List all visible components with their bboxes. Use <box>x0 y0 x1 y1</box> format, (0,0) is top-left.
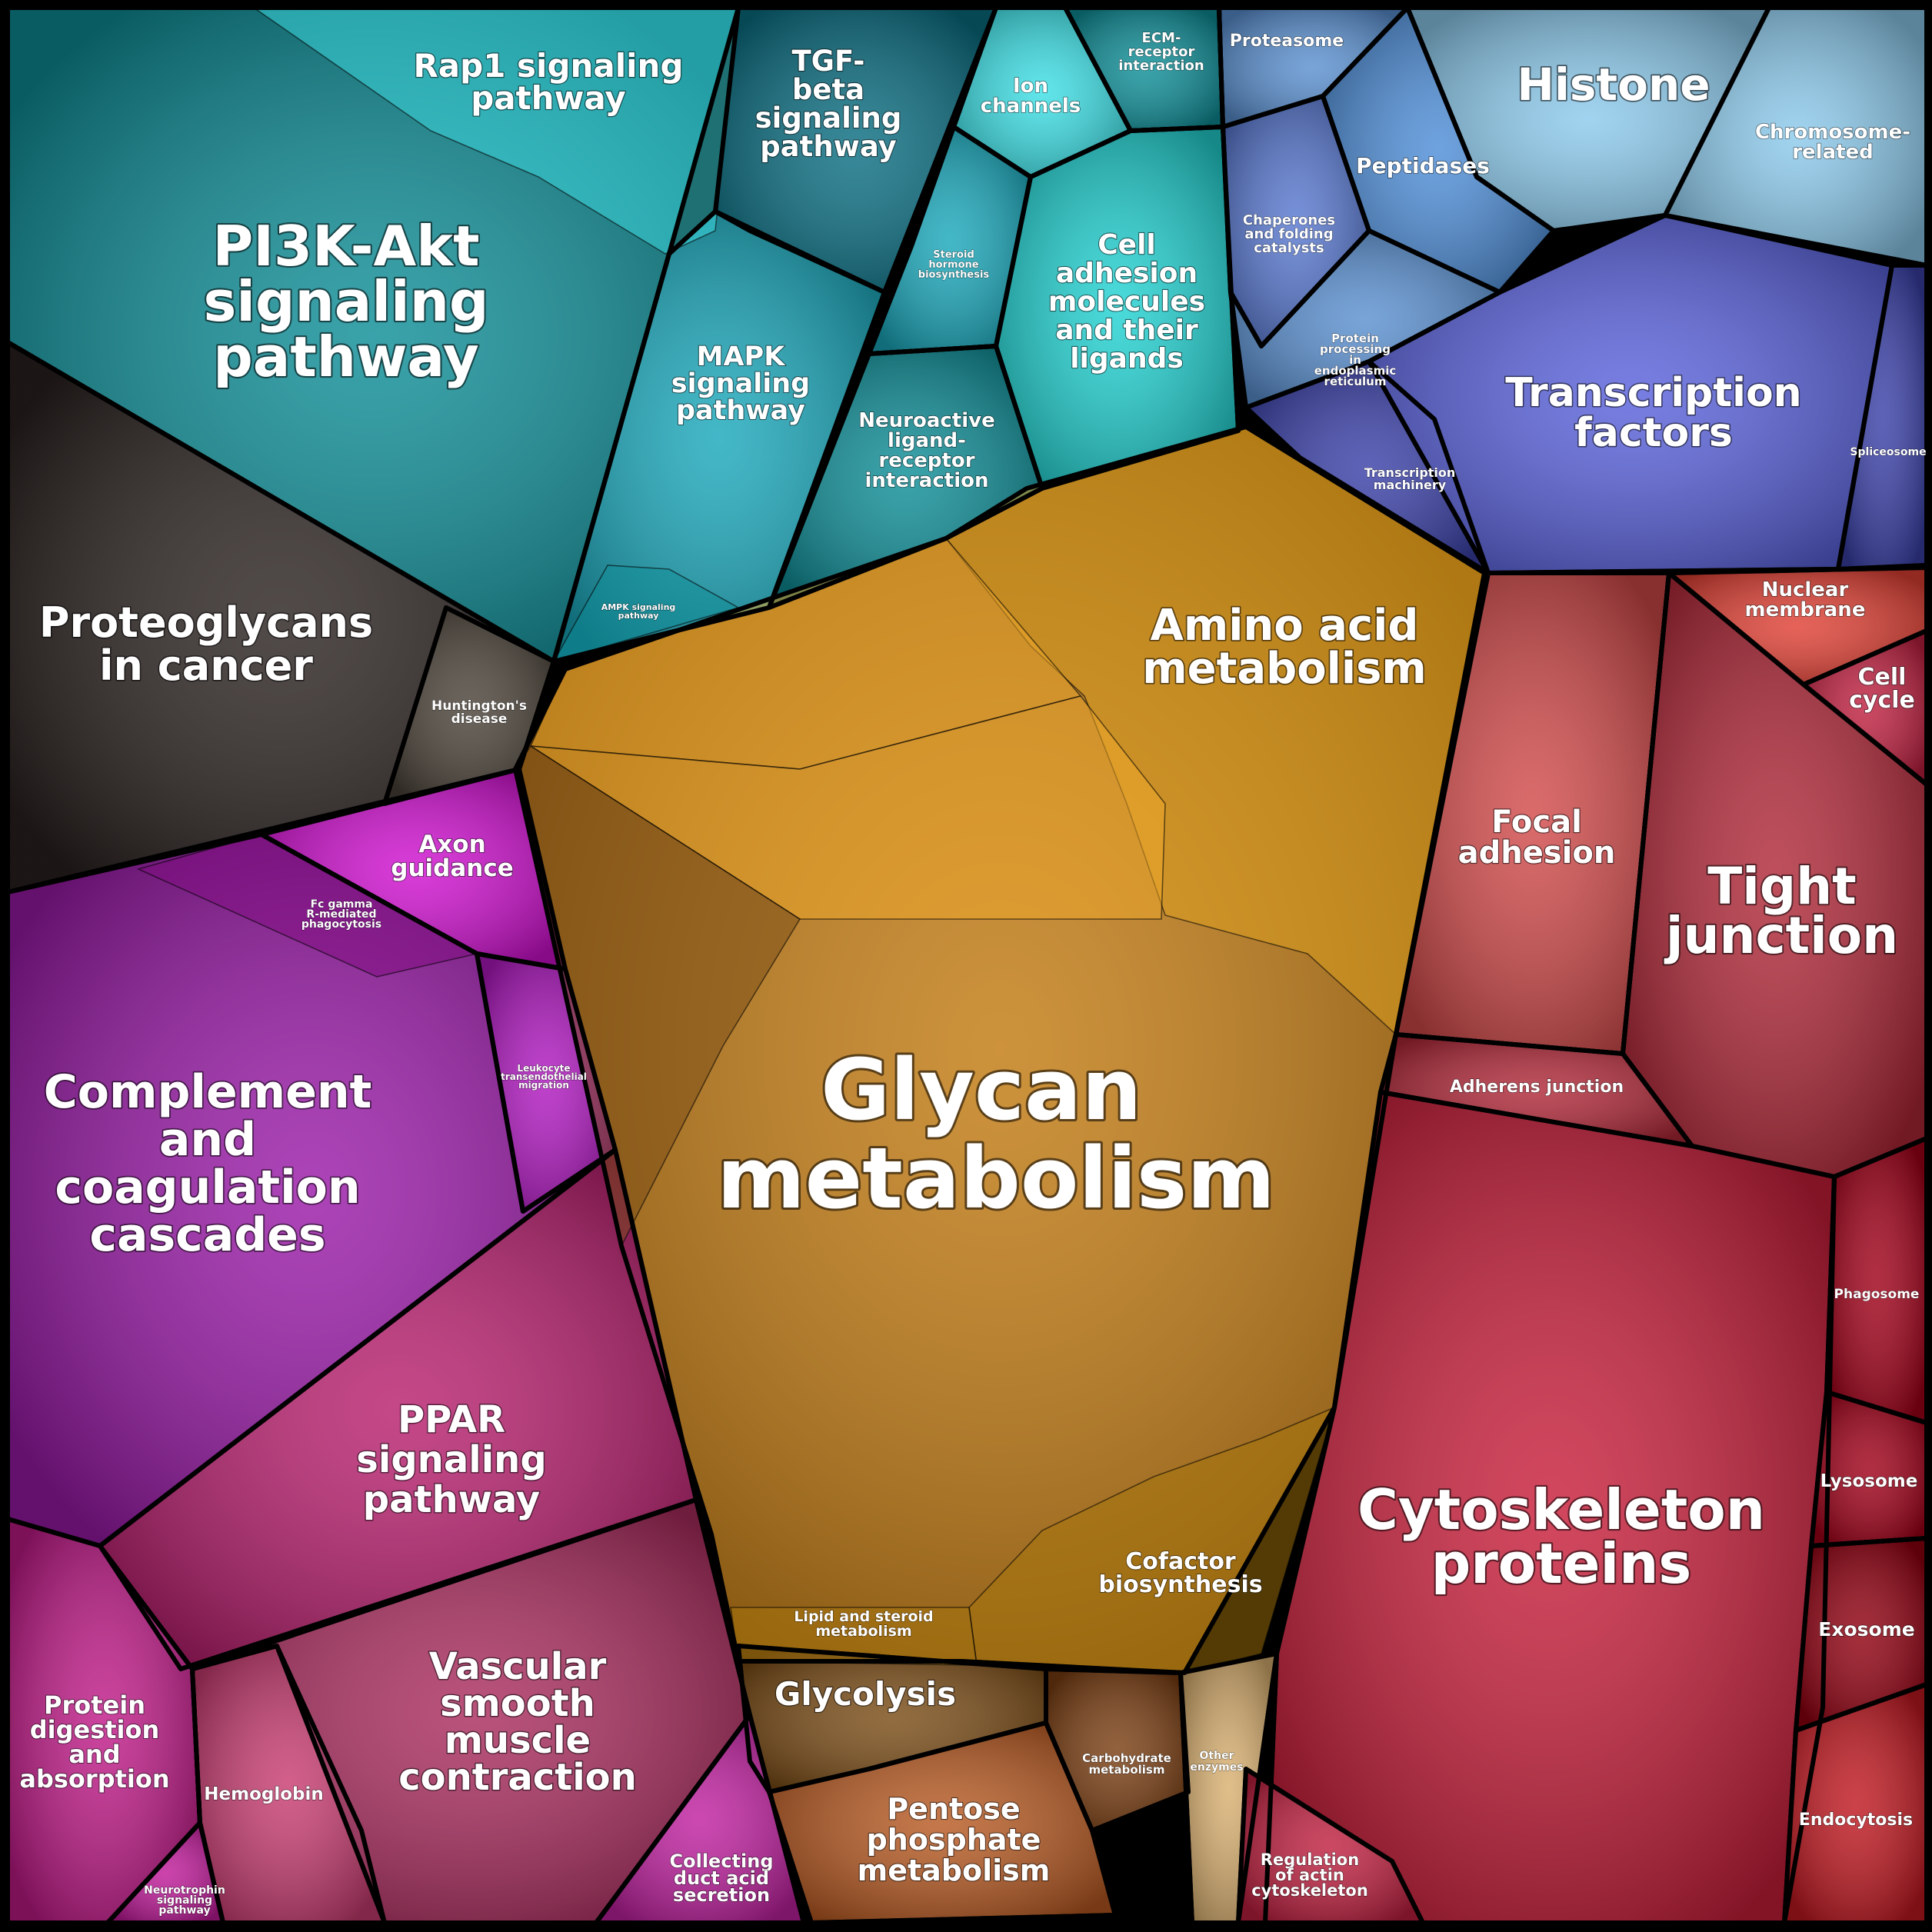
label-ion: Ion channels <box>981 75 1081 118</box>
label-amino: Amino acid metabolism <box>1142 601 1427 694</box>
label-ampk: AMPK signaling pathway <box>601 602 676 621</box>
label-cell-cycle: Cell cycle <box>1849 664 1915 714</box>
label-neurotrophin: Neurotrophin signaling pathway <box>144 1884 225 1917</box>
label-collecting: Collecting duct acid secretion <box>669 1850 773 1906</box>
label-steroid-hormone: Steroid hormone biosynthesis <box>918 249 990 281</box>
cell-lysosome[interactable] <box>1809 1390 1929 1548</box>
label-hemoglobin: Hemoglobin <box>204 1784 324 1804</box>
label-fc-gamma: Fc gamma R-mediated phagocytosis <box>301 898 381 931</box>
label-tgf: TGF-beta signaling pathway <box>755 45 902 163</box>
label-histone: Histone <box>1517 58 1710 111</box>
label-chromosome: Chromosome-related <box>1755 121 1910 164</box>
label-pentose: Pentose phosphate metabolism <box>858 1792 1051 1887</box>
label-complement: Complement and coagulation cascades <box>44 1065 372 1262</box>
label-carbohydrate: Carbohydrate metabolism <box>1082 1751 1171 1777</box>
label-cofactor: Cofactor biosynthesis <box>1098 1548 1262 1598</box>
label-cell-adhesion: Cell adhesion molecules and their ligands <box>1048 229 1205 375</box>
label-spliceosome: Spliceosome <box>1850 446 1926 458</box>
label-ecm: ECM-receptor interaction <box>1118 30 1204 74</box>
label-chaperones: Chaperones and folding catalysts <box>1243 212 1335 256</box>
label-vascular: Vascular smooth muscle contraction <box>398 1645 637 1799</box>
label-rap1: Rap1 signaling pathway <box>413 47 683 117</box>
label-endocytosis: Endocytosis <box>1799 1810 1913 1830</box>
label-mapk: MAPK signaling pathway <box>671 341 810 426</box>
label-protein-digestion: Protein digestion and absorption <box>19 1690 169 1794</box>
label-proteasome: Proteasome <box>1230 32 1344 51</box>
label-ppar: PPAR signaling pathway <box>356 1398 546 1521</box>
label-cytoskeleton: Cytoskeleton proteins <box>1357 1477 1765 1596</box>
label-lysosome: Lysosome <box>1820 1471 1918 1491</box>
label-pi3k: PI3K-Akt signaling pathway <box>203 214 488 389</box>
label-lipid: Lipid and steroid metabolism <box>794 1608 933 1640</box>
label-other-enzymes: Other enzymes <box>1190 1750 1243 1774</box>
label-glycan-metabolism: Glycan metabolism <box>717 1041 1275 1227</box>
cell-phagosome[interactable] <box>1824 1136 1929 1425</box>
label-phagosome: Phagosome <box>1834 1287 1920 1302</box>
label-transcription-machinery: Transcription machinery <box>1364 465 1456 492</box>
label-glycolysis: Glycolysis <box>774 1675 956 1713</box>
label-adherens: Adherens junction <box>1450 1078 1624 1097</box>
label-regulation-actin: Regulation of actin cytoskeleton <box>1251 1850 1368 1900</box>
label-exosome: Exosome <box>1818 1618 1914 1641</box>
label-protein-er: Protein processing in endoplasmic reticulum <box>1314 331 1397 388</box>
label-transcription-factors: Transcription factors <box>1505 370 1801 456</box>
label-tight-junction: Tight junction <box>1664 857 1898 965</box>
label-neuroactive: Neuroactive ligand-receptor interaction <box>858 409 994 492</box>
label-peptidases: Peptidases <box>1356 153 1490 178</box>
label-focal-adhesion: Focal adhesion <box>1458 804 1616 871</box>
label-leukocyte: Leukocyte transendothelial migration <box>501 1063 587 1091</box>
label-axon: Axon guidance <box>391 831 513 882</box>
label-proteoglycans: Proteoglycans in cancer <box>39 598 373 690</box>
label-nuclear-membrane: Nuclear membrane <box>1745 578 1866 621</box>
cell-labels: Glycan metabolism Amino acid metabolism Co… <box>18 29 1927 1917</box>
label-huntington: Huntington's disease <box>431 698 527 727</box>
